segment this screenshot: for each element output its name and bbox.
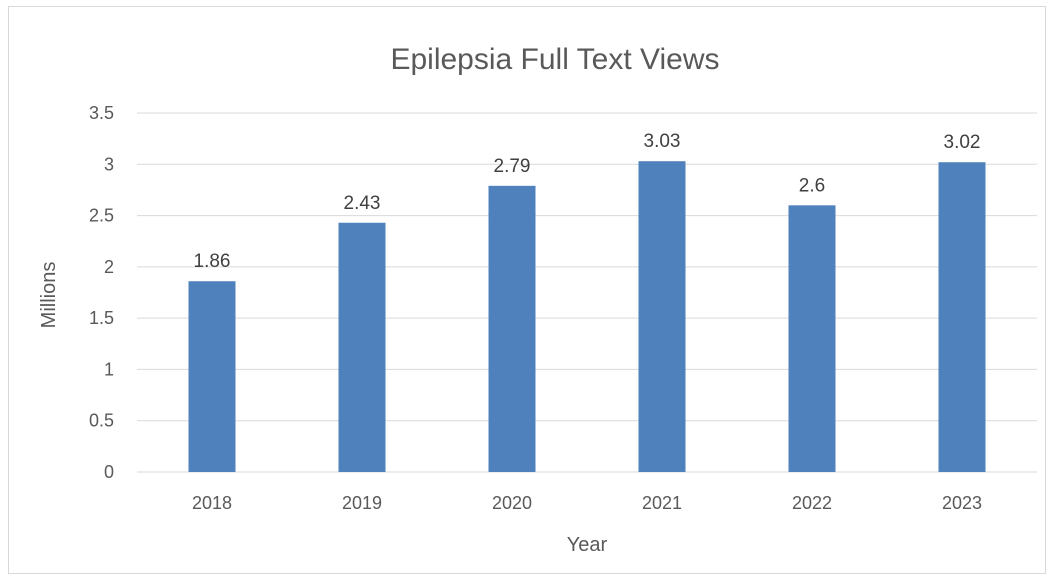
y-tick-label: 2 [104, 257, 114, 277]
bar-2019 [338, 222, 386, 472]
bar-2022 [788, 205, 836, 473]
x-tick-label: 2022 [792, 493, 832, 513]
y-tick-label: 3.5 [89, 103, 114, 123]
y-axis-label: Millions [38, 262, 60, 329]
x-tick-label: 2021 [642, 493, 682, 513]
x-tick-label: 2020 [492, 493, 532, 513]
y-tick-label: 2.5 [89, 206, 114, 226]
x-axis-ticks: 2018 2019 2020 2021 2022 2023 [192, 493, 982, 513]
y-tick-label: 3 [104, 154, 114, 174]
y-tick-label: 1.5 [89, 308, 114, 328]
bar-2021 [638, 161, 686, 473]
x-tick-label: 2018 [192, 493, 232, 513]
data-label-2020: 2.79 [494, 156, 531, 177]
bar-2023 [938, 162, 986, 472]
data-label-2022: 2.6 [799, 175, 825, 196]
chart-title: Epilepsia Full Text Views [390, 43, 719, 76]
x-tick-label: 2019 [342, 493, 382, 513]
data-labels: 1.86 2.43 2.79 3.03 2.6 3.02 [194, 131, 981, 272]
y-tick-label: 0.5 [89, 411, 114, 431]
y-tick-label: 0 [104, 462, 114, 482]
data-label-2019: 2.43 [344, 193, 381, 214]
x-tick-label: 2023 [942, 493, 982, 513]
y-tick-label: 1 [104, 359, 114, 379]
gridlines [137, 112, 1037, 473]
data-label-2021: 3.03 [644, 131, 681, 152]
y-axis-ticks: 0 0.5 1 1.5 2 2.5 3 3.5 [89, 103, 114, 482]
bar-2020 [488, 185, 536, 472]
data-label-2023: 3.02 [944, 132, 981, 153]
x-axis-label: Year [567, 534, 608, 556]
bars [188, 161, 986, 473]
data-label-2018: 1.86 [194, 251, 231, 272]
bar-2018 [188, 281, 236, 472]
